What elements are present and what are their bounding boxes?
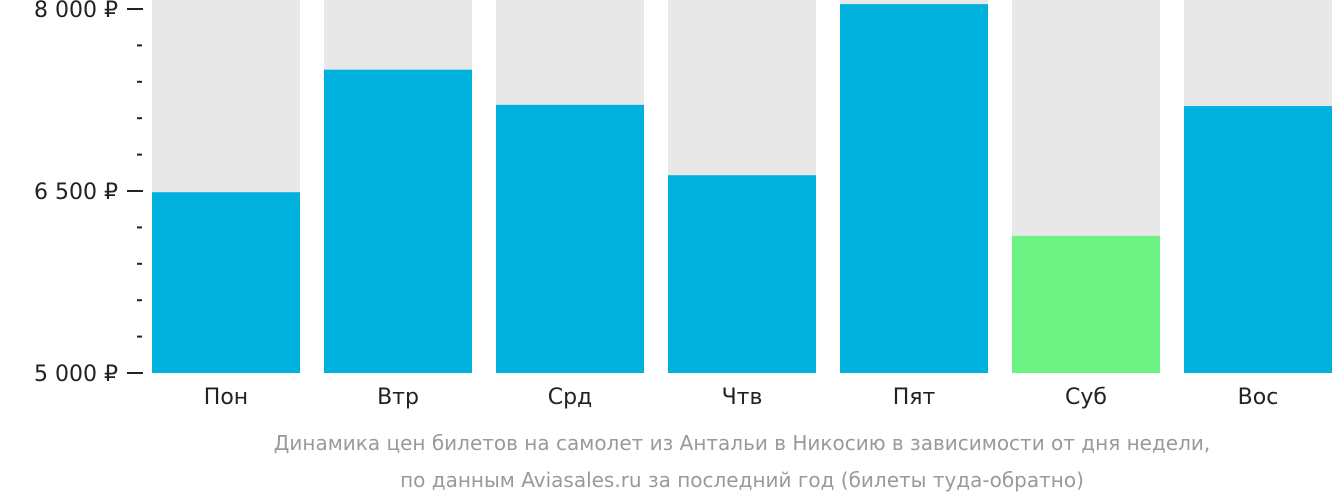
bar-2: [324, 69, 472, 374]
y-axis: 5 000 ₽ 6 500 ₽ 8 000 ₽: [34, 0, 143, 387]
x-tick-label-2: Втр: [377, 385, 419, 410]
x-axis-labels: Пон Втр Срд Чтв Пят Суб Вос: [204, 385, 1279, 410]
bar-3: [496, 104, 644, 373]
x-tick-label-3: Срд: [548, 385, 593, 410]
price-by-weekday-chart: 5 000 ₽ 6 500 ₽ 8 000 ₽ Пон Втр Срд Чтв Пят Суб…: [34, 0, 1332, 410]
bar-1: [152, 192, 300, 373]
bars: [152, 4, 1332, 374]
x-tick-label-1: Пон: [204, 385, 248, 410]
x-tick-label-5: Пят: [893, 385, 936, 410]
x-tick-label-4: Чтв: [722, 385, 763, 410]
x-tick-label-7: Вос: [1238, 385, 1279, 410]
y-tick-label-1: 5 000 ₽: [34, 362, 118, 387]
bar-6: [1012, 235, 1160, 373]
chart-caption-line-1: Динамика цен билетов на самолет из Антал…: [273, 431, 1211, 455]
y-tick-label-2: 6 500 ₽: [34, 180, 118, 205]
x-tick-label-6: Суб: [1065, 385, 1107, 410]
y-tick-label-3: 8 000 ₽: [34, 0, 118, 23]
bar-4: [668, 175, 816, 373]
chart-caption-line-2: по данным Aviasales.ru за последний год …: [400, 468, 1084, 492]
bar-7: [1184, 106, 1332, 374]
bar-5: [840, 4, 988, 373]
